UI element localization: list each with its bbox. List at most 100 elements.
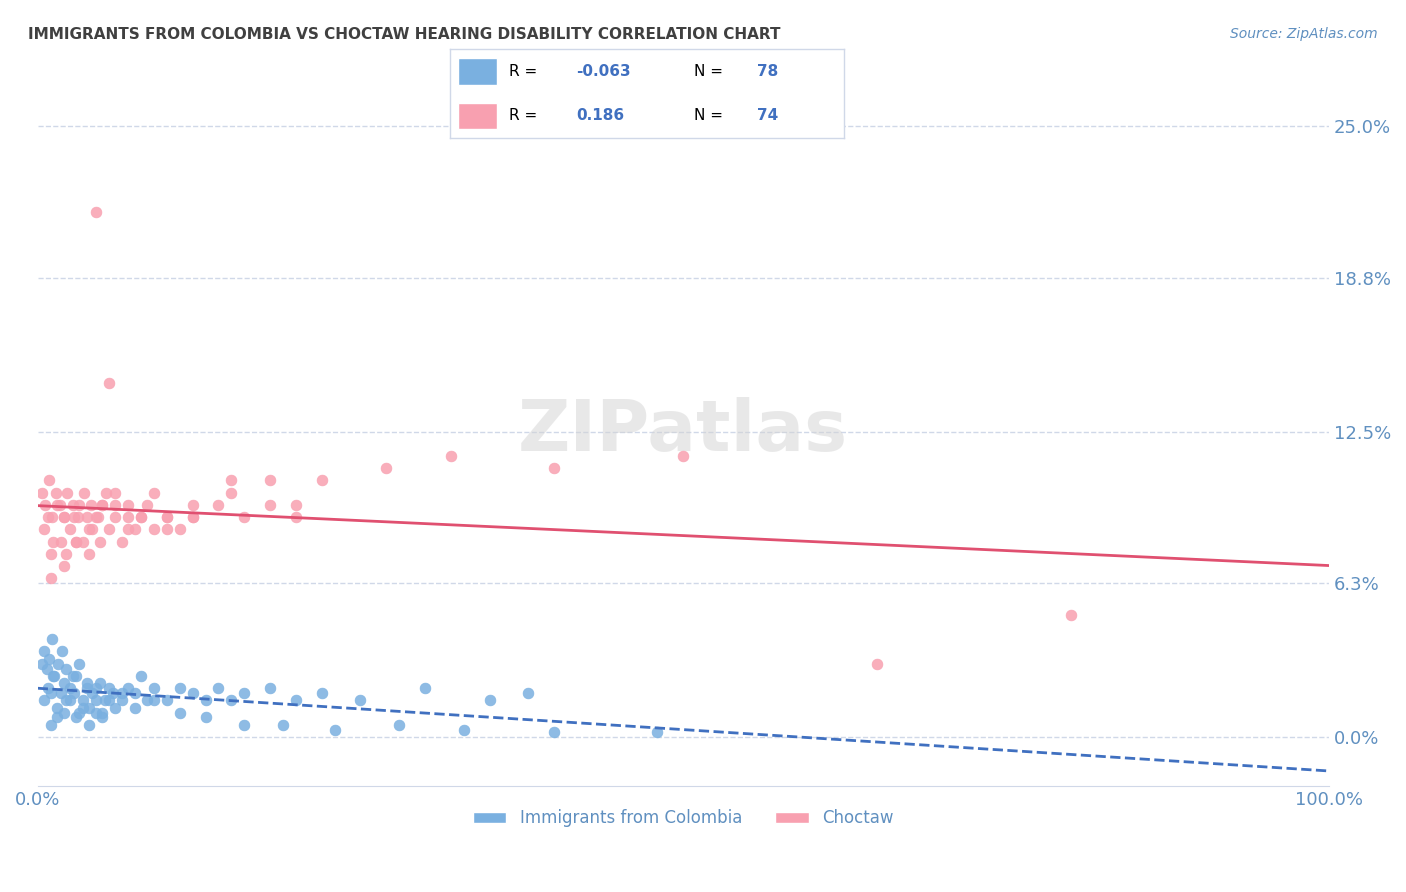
Point [323, 723, 346, 737]
Point [284, 498, 307, 512]
Point [55, 547, 77, 561]
Point [181, 510, 204, 524]
Point [84, 693, 107, 707]
Point [56, 485, 79, 500]
Point [84, 681, 107, 695]
Point [34, 498, 56, 512]
Point [169, 681, 191, 695]
Point [284, 510, 307, 524]
Point [124, 686, 146, 700]
Point [233, 510, 256, 524]
Point [37, 510, 59, 524]
Point [233, 686, 256, 700]
Point [453, 723, 475, 737]
Point [91, 498, 114, 512]
Point [440, 449, 463, 463]
Point [142, 693, 165, 707]
Point [181, 510, 204, 524]
Point [63, 686, 86, 700]
Point [32, 522, 55, 536]
Point [46, 700, 69, 714]
Point [156, 510, 179, 524]
Point [72, 693, 94, 707]
Point [52, 706, 75, 720]
Point [156, 693, 179, 707]
Point [117, 681, 139, 695]
Point [46, 498, 69, 512]
Text: 78: 78 [756, 64, 779, 78]
Point [311, 686, 333, 700]
Point [349, 693, 371, 707]
Point [104, 700, 127, 714]
Point [194, 710, 217, 724]
Point [65, 534, 87, 549]
Point [142, 681, 165, 695]
Point [39, 717, 62, 731]
Point [142, 522, 165, 536]
Text: 0.186: 0.186 [576, 109, 624, 123]
Point [87, 510, 110, 524]
Point [101, 686, 124, 700]
Text: R =: R = [509, 109, 537, 123]
Point [233, 717, 256, 731]
Point [79, 717, 101, 731]
Point [41, 510, 63, 524]
Point [84, 706, 107, 720]
Text: IMMIGRANTS FROM COLOMBIA VS CHOCTAW HEARING DISABILITY CORRELATION CHART: IMMIGRANTS FROM COLOMBIA VS CHOCTAW HEAR… [28, 27, 780, 42]
Point [104, 485, 127, 500]
Point [97, 522, 120, 536]
Point [84, 510, 107, 524]
Point [1059, 607, 1081, 622]
Point [31, 657, 53, 671]
Point [388, 717, 411, 731]
Point [37, 681, 59, 695]
Point [52, 676, 75, 690]
Point [89, 534, 111, 549]
Text: ZIPatlas: ZIPatlas [519, 397, 848, 467]
Point [79, 522, 101, 536]
Point [59, 522, 82, 536]
Point [46, 657, 69, 671]
Point [543, 461, 565, 475]
Point [39, 547, 62, 561]
Point [80, 686, 103, 700]
Text: N =: N = [695, 109, 723, 123]
Point [55, 693, 77, 707]
Point [65, 710, 87, 724]
Point [51, 644, 73, 658]
Point [67, 498, 90, 512]
Point [97, 376, 120, 390]
Point [207, 681, 229, 695]
Point [311, 474, 333, 488]
Point [117, 510, 139, 524]
Point [52, 510, 75, 524]
Point [66, 510, 89, 524]
FancyBboxPatch shape [458, 58, 498, 85]
Point [52, 558, 75, 573]
Point [97, 693, 120, 707]
Point [46, 710, 69, 724]
Point [124, 700, 146, 714]
Point [271, 717, 294, 731]
Point [80, 522, 103, 536]
Point [207, 498, 229, 512]
Point [104, 510, 127, 524]
Point [76, 681, 98, 695]
Point [156, 522, 179, 536]
Point [124, 522, 146, 536]
Point [136, 498, 159, 512]
Point [65, 534, 87, 549]
Point [79, 498, 101, 512]
Point [94, 693, 117, 707]
Point [48, 498, 70, 512]
Point [59, 681, 82, 695]
Point [129, 669, 152, 683]
Point [129, 510, 152, 524]
Point [194, 693, 217, 707]
Point [32, 644, 55, 658]
Point [62, 498, 84, 512]
Point [55, 661, 77, 675]
Point [35, 661, 58, 675]
Text: N =: N = [695, 64, 723, 78]
Point [110, 686, 132, 700]
